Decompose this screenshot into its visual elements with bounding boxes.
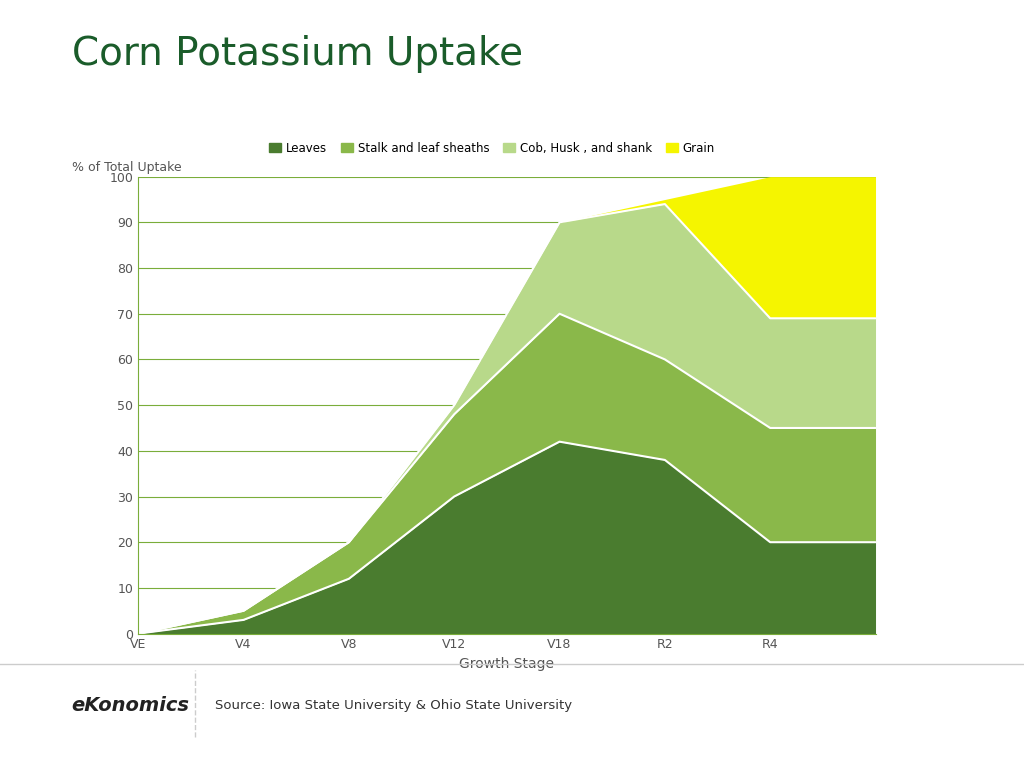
Text: % of Total Uptake: % of Total Uptake — [72, 161, 181, 174]
X-axis label: Growth Stage: Growth Stage — [460, 657, 554, 671]
Legend: Leaves, Stalk and leaf sheaths, Cob, Husk , and shank, Grain: Leaves, Stalk and leaf sheaths, Cob, Hus… — [264, 137, 720, 159]
Text: Corn Potassium Uptake: Corn Potassium Uptake — [72, 35, 523, 72]
Text: Source: Iowa State University & Ohio State University: Source: Iowa State University & Ohio Sta… — [215, 699, 572, 711]
Text: eKonomics: eKonomics — [72, 696, 189, 714]
